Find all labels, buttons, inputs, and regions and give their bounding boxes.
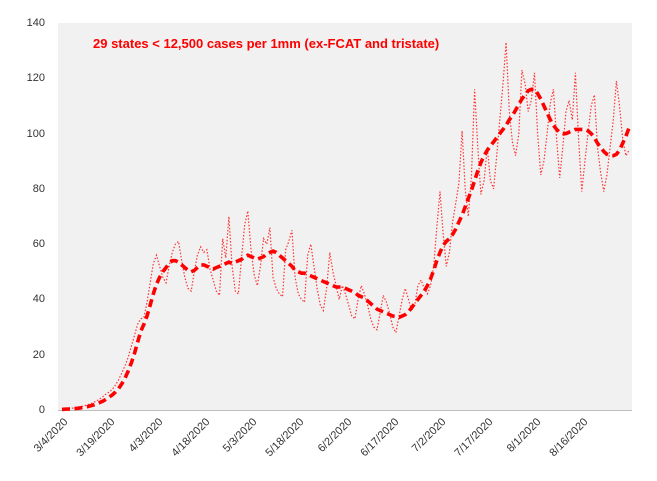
y-tick-label: 40: [32, 293, 45, 306]
x-tick-label: 4/3/2020: [126, 416, 165, 455]
y-tick-label: 0: [38, 404, 45, 416]
x-tick-label: 7/2/2020: [409, 416, 449, 455]
x-tick-label: 5/18/2020: [263, 416, 307, 460]
daily-series-line: [61, 42, 630, 410]
x-tick-label: 7/17/2020: [452, 416, 496, 460]
x-tick-label: 3/19/2020: [74, 416, 118, 460]
x-tick-label: 5/3/2020: [220, 416, 260, 455]
plot-area: 29 states < 12,500 cases per 1mm (ex-FCA…: [58, 23, 632, 412]
moving-average-line: [61, 87, 631, 412]
x-tick-label: 8/16/2020: [547, 416, 591, 460]
y-tick-label: 20: [32, 348, 45, 361]
x-tick-label: 6/2/2020: [315, 416, 354, 455]
y-tick-label: 60: [32, 238, 45, 251]
chart-canvas: [61, 42, 631, 412]
x-tick-label: 6/17/2020: [358, 416, 402, 460]
x-tick-label: 4/18/2020: [169, 416, 213, 460]
x-tick-label: 3/4/2020: [31, 416, 71, 455]
y-tick-label: 80: [32, 182, 45, 195]
chart-title: 29 states < 12,500 cases per 1mm (ex-FCA…: [93, 36, 440, 51]
y-tick-label: 100: [26, 127, 45, 140]
x-tick-label: 8/1/2020: [504, 416, 543, 455]
y-tick-label: 120: [26, 72, 45, 85]
y-tick-label: 140: [26, 17, 45, 29]
